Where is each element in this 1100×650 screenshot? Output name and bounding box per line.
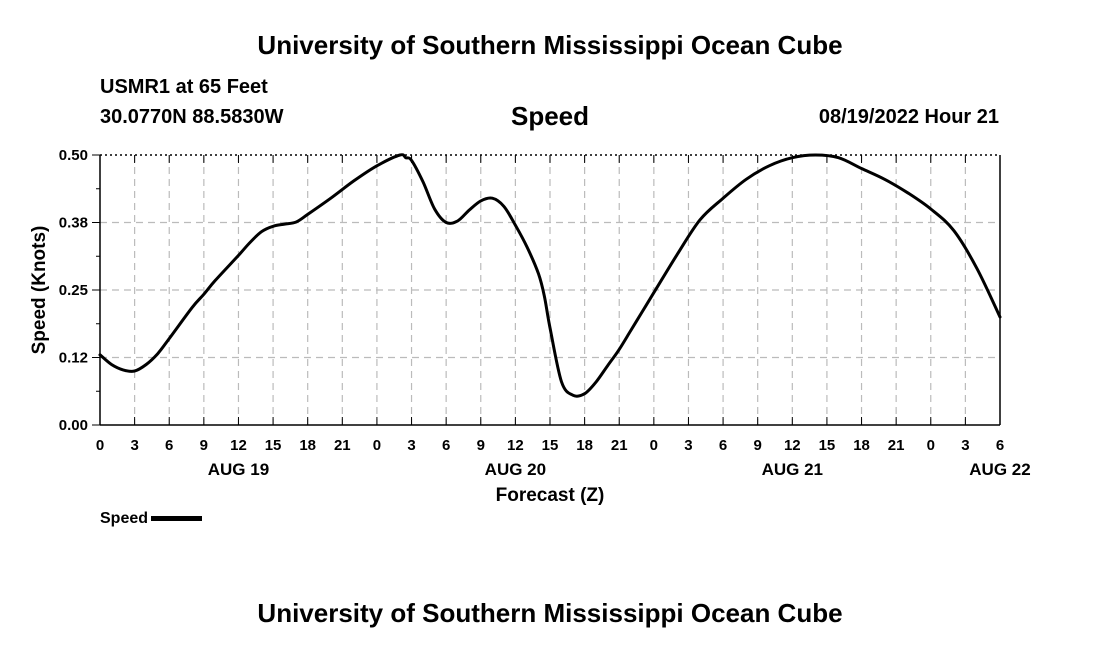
x-tick-label: 12: [784, 437, 801, 454]
legend: Speed: [100, 510, 203, 528]
legend-line-swatch: [151, 516, 203, 522]
x-tick-label: 21: [888, 437, 905, 454]
timestamp-label: 08/19/2022 Hour 21: [818, 106, 999, 128]
x-tick-label: 3: [684, 437, 692, 454]
y-tick-label: 0.38: [59, 215, 88, 232]
date-label: AUG 22: [969, 460, 1030, 479]
x-tick-label: 15: [819, 437, 836, 454]
x-tick-label: 0: [96, 437, 104, 454]
grid: [100, 155, 1000, 425]
axes: [92, 154, 1001, 426]
x-tick-label: 15: [542, 437, 559, 454]
series-layer: [98, 153, 1002, 398]
x-tick-label: 6: [442, 437, 450, 454]
x-tick-label: 3: [130, 437, 138, 454]
x-tick-label: 12: [507, 437, 524, 454]
x-tick-label: 3: [961, 437, 969, 454]
chart-title: Speed: [510, 101, 590, 131]
x-tick-label: 18: [853, 437, 870, 454]
coordinates-label: 30.0770N 88.5830W: [100, 106, 284, 128]
footer-title: University of Southern Mississippi Ocean…: [257, 598, 843, 628]
x-tick-label: 9: [754, 437, 762, 454]
x-tick-label: 6: [996, 437, 1004, 454]
x-tick-label: 21: [611, 437, 628, 454]
date-label: AUG 19: [208, 460, 269, 479]
y-tick-label: 0.00: [59, 417, 88, 434]
x-tick-label: 0: [650, 437, 658, 454]
x-tick-label: 21: [334, 437, 351, 454]
x-tick-label: 0: [927, 437, 935, 454]
x-tick-label: 0: [373, 437, 381, 454]
y-tick-label: 0.25: [59, 282, 88, 299]
x-tick-label: 9: [477, 437, 485, 454]
series-line-speed: [98, 153, 1002, 398]
x-tick-label: 15: [265, 437, 282, 454]
date-label: AUG 20: [485, 460, 546, 479]
x-tick-label: 12: [230, 437, 247, 454]
legend-label: Speed: [100, 510, 149, 527]
chart-main-title: University of Southern Mississippi Ocean…: [257, 30, 843, 60]
x-axis-title: Forecast (Z): [496, 485, 605, 506]
x-tick-label: 9: [200, 437, 208, 454]
x-tick-label: 6: [165, 437, 173, 454]
y-tick-label: 0.50: [59, 147, 88, 164]
axis-labels: 0 3 6 9 12 15 18 21 0 3 6 9 12 15 18 21 0 3 6 9 12 15 18 21 0 3 6 0…: [29, 147, 1031, 506]
station-label: USMR1 at 65 Feet: [100, 76, 268, 98]
y-tick-label: 0.12: [59, 350, 88, 367]
x-tick-label: 18: [299, 437, 316, 454]
x-tick-label: 6: [719, 437, 727, 454]
x-tick-label: 3: [407, 437, 415, 454]
x-tick-label: 18: [576, 437, 593, 454]
y-axis-title: Speed (Knots): [29, 226, 50, 355]
date-label: AUG 21: [762, 460, 823, 479]
